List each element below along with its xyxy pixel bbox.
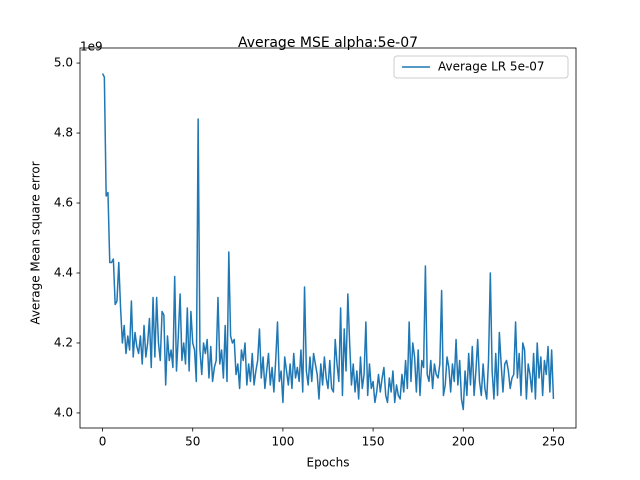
x-axis-label: Epochs: [307, 456, 350, 470]
x-tick-label: 50: [185, 435, 200, 449]
y-tick-label: 4.2: [54, 335, 73, 349]
x-tick-label: 150: [362, 435, 385, 449]
chart-title: Average MSE alpha:5e-07: [238, 35, 418, 51]
y-tick-label: 5.0: [54, 56, 73, 70]
legend-box: [393, 55, 569, 79]
x-tick-label: 0: [99, 435, 107, 449]
y-tick-label: 4.0: [54, 405, 73, 419]
x-tick-label: 100: [271, 435, 294, 449]
y-tick-label: 4.6: [54, 196, 73, 210]
x-tick-label: 200: [452, 435, 475, 449]
legend-label: Average LR 5e-07: [438, 60, 545, 74]
y-tick-label: 4.4: [54, 265, 73, 279]
y-offset-label: 1e9: [80, 40, 103, 54]
y-tick-label: 4.8: [54, 126, 73, 140]
x-tick-label: 250: [542, 435, 565, 449]
y-axis-label: Average Mean square error: [29, 161, 43, 324]
plot-frame: [79, 47, 577, 429]
series-line: [101, 73, 555, 411]
